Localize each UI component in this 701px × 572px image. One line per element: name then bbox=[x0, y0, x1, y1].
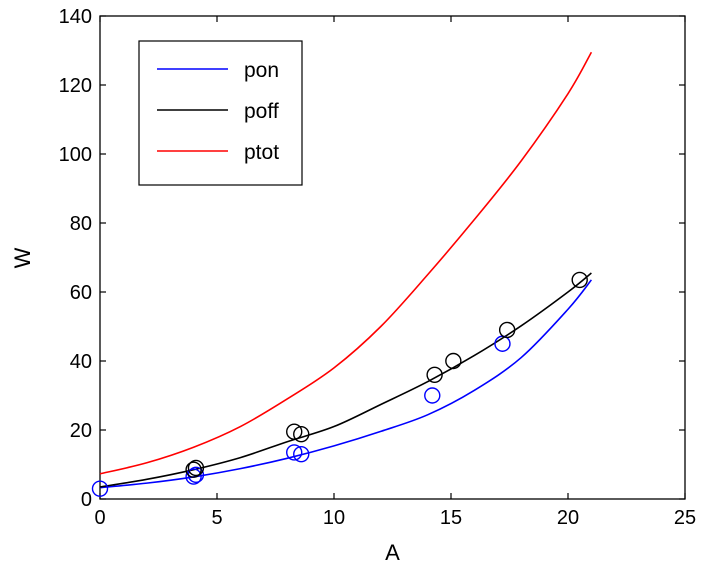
x-tick-label: 15 bbox=[440, 507, 462, 529]
data-point-poff bbox=[293, 425, 310, 443]
x-tick-label: 25 bbox=[674, 507, 696, 529]
y-tick-label: 0 bbox=[81, 489, 92, 511]
data-point-poff bbox=[445, 352, 462, 370]
data-point-poff bbox=[498, 321, 516, 339]
x-tick-label: 20 bbox=[557, 507, 579, 529]
data-point-poff bbox=[571, 271, 588, 289]
x-axis-label: A bbox=[385, 540, 400, 565]
ticks-layer: 0 5 10 15 20 25 0 20 40 60 80 100 120 140 bbox=[59, 6, 697, 529]
data-point-pon bbox=[185, 468, 202, 485]
series-line-pon bbox=[99, 279, 593, 489]
y-tick-label: 80 bbox=[70, 213, 92, 235]
legend-label-poff: poff bbox=[244, 100, 279, 123]
y-tick-label: 60 bbox=[70, 282, 92, 304]
y-tick-label: 40 bbox=[70, 351, 92, 373]
y-tick-label: 20 bbox=[70, 420, 92, 442]
x-tick-label: 0 bbox=[94, 507, 105, 529]
y-tick-label: 100 bbox=[59, 144, 92, 166]
data-point-pon bbox=[293, 445, 310, 463]
markers-layer bbox=[91, 271, 588, 497]
data-point-poff bbox=[286, 423, 303, 440]
legend-label-ptot: ptot bbox=[244, 141, 279, 164]
legend: pon poff ptot bbox=[138, 40, 303, 186]
y-tick-label: 140 bbox=[59, 6, 92, 28]
data-point-poff bbox=[187, 459, 205, 477]
x-tick-label: 10 bbox=[323, 507, 345, 529]
data-point-poff bbox=[185, 461, 202, 478]
data-point-pon bbox=[424, 387, 441, 404]
data-point-poff bbox=[426, 366, 443, 383]
legend-label-pon: pon bbox=[244, 59, 279, 82]
x-tick-label: 5 bbox=[211, 507, 222, 529]
legend-entries: pon poff ptot bbox=[157, 59, 279, 164]
series-line-ptot bbox=[99, 51, 593, 475]
y-tick-label: 120 bbox=[59, 75, 92, 97]
legend-box bbox=[138, 40, 303, 186]
data-point-pon bbox=[91, 480, 109, 497]
data-point-pon bbox=[286, 444, 303, 461]
y-axis-label: W bbox=[10, 247, 35, 268]
